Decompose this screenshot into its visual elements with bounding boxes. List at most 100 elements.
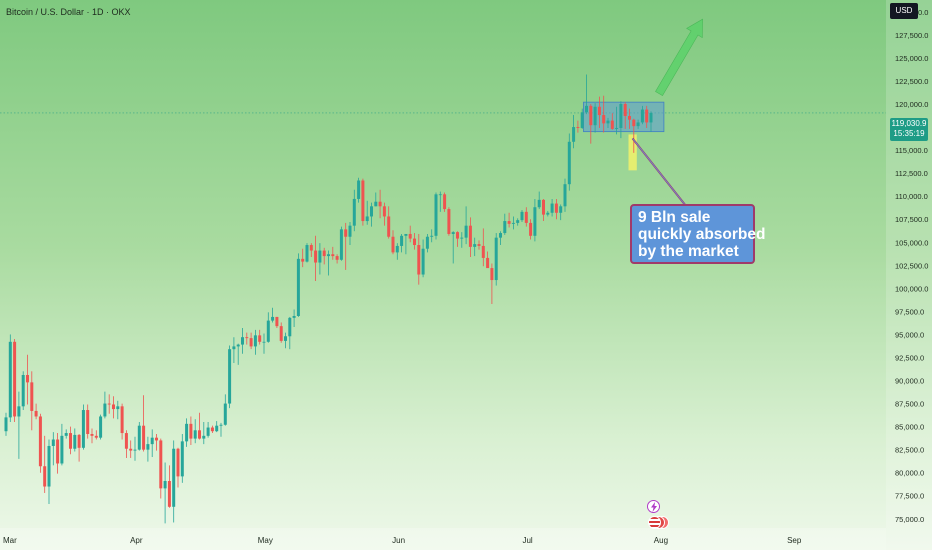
candle-body[interactable] <box>404 233 408 236</box>
candle-body[interactable] <box>275 316 279 327</box>
candle-body[interactable] <box>421 248 425 275</box>
candle-body[interactable] <box>550 203 554 213</box>
candle-body[interactable] <box>434 194 438 236</box>
candle-body[interactable] <box>90 433 94 436</box>
candle-body[interactable] <box>206 427 210 436</box>
candle-body[interactable] <box>26 374 29 383</box>
candle-body[interactable] <box>258 335 262 342</box>
candle-body[interactable] <box>563 184 567 207</box>
candle-body[interactable] <box>572 127 576 142</box>
candle-body[interactable] <box>17 406 21 417</box>
candle-body[interactable] <box>56 439 60 464</box>
candle-body[interactable] <box>266 320 270 342</box>
candle-body[interactable] <box>120 406 124 434</box>
candle-body[interactable] <box>382 206 386 217</box>
candle-body[interactable] <box>159 440 163 489</box>
candle-body[interactable] <box>279 326 283 341</box>
candle-body[interactable] <box>73 434 77 449</box>
candle-body[interactable] <box>314 250 318 263</box>
candle-body[interactable] <box>4 417 8 432</box>
candle-body[interactable] <box>185 423 189 442</box>
forecast-arrow[interactable] <box>655 18 703 97</box>
candle-body[interactable] <box>327 254 330 257</box>
candle-body[interactable] <box>468 225 472 247</box>
candle-body[interactable] <box>593 106 597 126</box>
candle-body[interactable] <box>116 406 120 410</box>
candle-body[interactable] <box>370 206 373 217</box>
candle-body[interactable] <box>86 410 90 434</box>
candle-body[interactable] <box>533 207 537 236</box>
candle-body[interactable] <box>567 141 571 185</box>
candle-body[interactable] <box>374 201 378 207</box>
candle-body[interactable] <box>167 480 171 507</box>
candle-body[interactable] <box>486 257 490 269</box>
candle-body[interactable] <box>511 222 515 224</box>
candle-body[interactable] <box>417 245 421 275</box>
candle-body[interactable] <box>94 435 98 438</box>
candle-body[interactable] <box>223 403 227 425</box>
candle-body[interactable] <box>447 209 451 234</box>
candle-body[interactable] <box>262 341 266 343</box>
candle-body[interactable] <box>331 254 335 257</box>
candle-body[interactable] <box>589 105 593 126</box>
candle-body[interactable] <box>507 221 511 224</box>
candle-body[interactable] <box>352 198 356 226</box>
candle-body[interactable] <box>202 435 206 439</box>
candle-body[interactable] <box>460 237 464 239</box>
candle-body[interactable] <box>339 229 343 260</box>
candle-body[interactable] <box>387 216 391 237</box>
candle-body[interactable] <box>477 244 481 246</box>
candle-body[interactable] <box>112 404 115 410</box>
candle-body[interactable] <box>241 337 244 345</box>
candle-body[interactable] <box>464 225 468 238</box>
candle-body[interactable] <box>451 232 455 234</box>
candle-body[interactable] <box>529 222 533 236</box>
candle-body[interactable] <box>628 115 631 120</box>
candle-body[interactable] <box>81 410 85 448</box>
currency-button[interactable]: USD <box>890 3 918 19</box>
candle-body[interactable] <box>456 232 459 239</box>
candle-body[interactable] <box>348 225 352 237</box>
candle-body[interactable] <box>155 437 158 441</box>
candle-body[interactable] <box>516 220 520 223</box>
candle-body[interactable] <box>597 106 601 116</box>
candle-body[interactable] <box>378 201 382 207</box>
candle-body[interactable] <box>395 245 399 253</box>
candle-body[interactable] <box>176 448 180 477</box>
candle-body[interactable] <box>503 221 507 234</box>
candle-body[interactable] <box>649 112 653 123</box>
candle-body[interactable] <box>47 445 51 487</box>
candle-body[interactable] <box>322 250 326 257</box>
candle-body[interactable] <box>193 430 197 439</box>
candle-body[interactable] <box>163 480 167 489</box>
annotation-callout[interactable]: 9 Bln sale quickly absorbed by the marke… <box>630 204 765 264</box>
candle-body[interactable] <box>430 235 434 237</box>
candle-body[interactable] <box>124 433 128 449</box>
candle-body[interactable] <box>137 425 141 450</box>
candle-body[interactable] <box>365 216 369 222</box>
candle-body[interactable] <box>559 206 563 213</box>
candle-body[interactable] <box>107 403 111 405</box>
candle-body[interactable] <box>228 349 232 404</box>
candle-body[interactable] <box>77 434 81 448</box>
candle-body[interactable] <box>64 433 68 436</box>
candle-body[interactable] <box>215 425 219 432</box>
candle-body[interactable] <box>180 441 184 477</box>
candle-body[interactable] <box>133 449 137 451</box>
candle-body[interactable] <box>309 245 313 251</box>
candle-body[interactable] <box>494 237 498 281</box>
candle-body[interactable] <box>150 437 154 445</box>
candle-body[interactable] <box>284 336 287 341</box>
candle-body[interactable] <box>142 425 146 450</box>
candle-body[interactable] <box>391 236 395 253</box>
candle-body[interactable] <box>357 180 361 199</box>
candle-body[interactable] <box>245 337 249 339</box>
candle-body[interactable] <box>602 115 606 124</box>
candle-body[interactable] <box>296 258 300 316</box>
candle-body[interactable] <box>292 316 296 318</box>
candle-body[interactable] <box>69 433 72 449</box>
candle-body[interactable] <box>606 120 610 124</box>
candle-body[interactable] <box>640 109 644 123</box>
candle-body[interactable] <box>99 416 103 438</box>
time-axis[interactable] <box>0 528 886 550</box>
